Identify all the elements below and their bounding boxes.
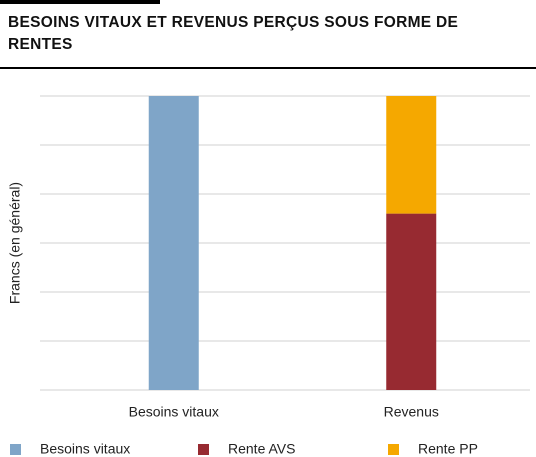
y-axis-label: Francs (en général) — [7, 182, 23, 304]
legend-label: Rente AVS — [228, 441, 295, 457]
x-tick-label: Besoins vitaux — [129, 404, 219, 420]
x-tick-label: Revenus — [384, 404, 439, 420]
bar-segment — [148, 96, 199, 390]
legend-swatch — [388, 444, 399, 455]
title-rule — [0, 67, 536, 69]
bar-segment — [386, 96, 437, 214]
chart-title: BESOINS VITAUX ET REVENUS PERÇUS SOUS FO… — [8, 14, 459, 53]
bar-segment — [386, 213, 437, 390]
legend-label: Besoins vitaux — [40, 441, 130, 457]
accent-bar — [0, 0, 160, 4]
legend-swatch — [198, 444, 209, 455]
legend-swatch — [10, 444, 21, 455]
legend-label: Rente PP — [418, 441, 478, 457]
